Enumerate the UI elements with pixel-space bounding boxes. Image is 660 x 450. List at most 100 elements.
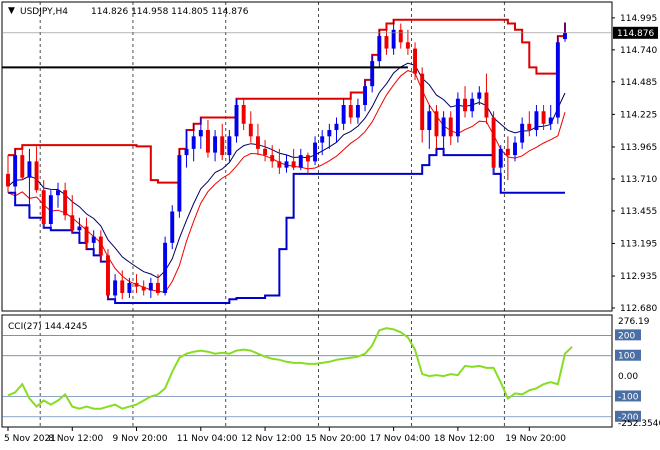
cci-level-badge (615, 329, 641, 341)
cci-tick-label: 200 (618, 331, 635, 341)
candle-body (363, 86, 368, 105)
time-tick-label: 17 Nov 04:00 (370, 434, 431, 444)
price-panel: 114.995 114.740 114.485 114.225 113.965 113.7… (1, 1, 658, 314)
cci-tick-label: -252.3546 (618, 419, 660, 429)
candle-body (284, 161, 289, 168)
candle-body (305, 155, 310, 162)
cci-level-badge (615, 390, 641, 402)
candle-body (563, 32, 567, 40)
price-tick-label: 112.680 (620, 304, 657, 314)
price-tick-label: 114.995 (620, 14, 657, 24)
candlestick-series (6, 19, 567, 303)
price-tick-label: 113.710 (620, 175, 657, 185)
time-tick-label: 15 Nov 20:00 (305, 434, 366, 444)
candle-body (291, 161, 296, 168)
candle-body (106, 255, 110, 296)
candle-body (205, 130, 210, 153)
candle-body (227, 136, 232, 156)
cci-level-badge (615, 349, 641, 361)
candle-body (420, 73, 425, 131)
cci-vertical-grid (39, 315, 505, 427)
time-tick-label: 19 Nov 20:00 (505, 434, 566, 444)
candle-body (327, 130, 332, 137)
candle-body (220, 136, 225, 156)
candle-body (184, 148, 189, 156)
candle-body (298, 155, 303, 168)
candle-body (434, 111, 439, 137)
candle-body (477, 92, 482, 99)
candle-body (70, 215, 75, 231)
ohlc-label: 114.826 114.958 114.805 114.876 (91, 7, 249, 17)
candle-body (470, 98, 475, 112)
time-tick-label: 9 Nov 20:00 (113, 434, 168, 444)
price-axis: 114.995 114.740 114.485 114.225 113.965 113.7… (2, 14, 657, 314)
time-tick-label: 18 Nov 12:00 (434, 434, 495, 444)
candle-body (370, 61, 375, 87)
candle-body (113, 280, 118, 296)
candle-body (84, 226, 89, 243)
candle-body (177, 155, 182, 212)
candle-body (505, 148, 510, 156)
time-tick-label: 11 Nov 04:00 (177, 434, 238, 444)
cci-label: CCI(27) 144.4245 (8, 322, 88, 332)
candle-body (263, 148, 268, 156)
cci-line (7, 327, 573, 410)
candle-body (155, 282, 160, 293)
candle-body (198, 130, 203, 137)
candle-body (463, 98, 467, 112)
candle-body (355, 104, 360, 118)
cci-tick-label: -100 (618, 392, 639, 402)
time-tick-label: 12 Nov 12:00 (241, 434, 302, 444)
candle-body (20, 155, 25, 178)
candle-body (541, 111, 546, 124)
candle-body (448, 117, 453, 137)
cci-axis: 276.19 200 100 0.00 -100 -200-252.3546 (615, 317, 660, 429)
candle-body (134, 282, 139, 287)
price-tick-label: 112.935 (620, 272, 657, 282)
candle-body (377, 36, 382, 62)
candle-body (405, 42, 410, 49)
candle-body (320, 136, 325, 143)
candle-body (27, 161, 32, 178)
candle-body (234, 104, 239, 137)
cci-tick-label: 276.19 (618, 317, 650, 327)
price-tick-label: 114.485 (620, 78, 657, 88)
symbol-label: USDJPY,H4 (20, 7, 68, 17)
candle-body (77, 226, 82, 231)
candle-body (555, 42, 560, 118)
chart-header: ▼ USDJPY,H4 114.826 114.958 114.805 114.… (8, 6, 249, 17)
candle-body (313, 142, 318, 162)
candle-body (13, 155, 18, 187)
price-tick-label: 113.965 (620, 143, 657, 153)
cci-level-badge (615, 410, 641, 422)
price-tick-label: 114.225 (620, 110, 657, 120)
candle-body (148, 282, 153, 291)
candle-body (277, 161, 282, 168)
candle-body (163, 242, 168, 293)
candle-body (255, 136, 260, 149)
candle-body (398, 29, 403, 43)
candle-body (191, 136, 196, 149)
candle-body (441, 117, 446, 137)
candle-body (91, 236, 96, 243)
candle-body (120, 280, 125, 293)
cci-panel-frame (1, 314, 613, 428)
price-tick-label: 113.195 (620, 239, 657, 249)
cci-tick-label: -200 (618, 413, 639, 423)
time-tick-label: 5 Nov 2021 (4, 434, 56, 444)
candle-body (56, 190, 60, 196)
upper-channel-line (8, 18, 566, 184)
candle-body (41, 190, 46, 225)
price-tick-label: 114.740 (620, 46, 657, 56)
cci-tick-label: 0.00 (618, 372, 638, 382)
candle-body (520, 123, 525, 143)
candle-body (270, 155, 275, 162)
candle-body (141, 286, 146, 291)
current-price-label: 114.876 (617, 29, 654, 39)
candle-body (341, 104, 346, 124)
candle-body (48, 195, 53, 225)
candle-body (484, 92, 489, 118)
